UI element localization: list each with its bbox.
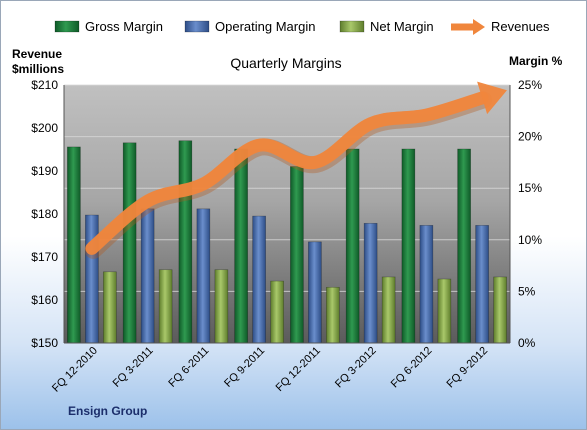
bar-net-margin xyxy=(270,280,284,344)
legend-swatch-net-margin xyxy=(339,20,365,33)
legend-label: Net Margin xyxy=(370,19,434,34)
bar-net-margin xyxy=(493,276,507,344)
revenue-arrowhead xyxy=(477,81,507,115)
y-left-tick-label: $170 xyxy=(31,250,58,264)
bar-net-margin xyxy=(326,286,340,344)
bar-gross-margin xyxy=(122,142,137,344)
y-right-tick-label: 10% xyxy=(518,233,542,247)
legend: Gross Margin Operating Margin Net Margin Re… xyxy=(54,19,550,35)
bar-gross-margin xyxy=(67,146,81,344)
y-right-tick-label: 20% xyxy=(518,130,542,144)
revenue-point xyxy=(259,145,260,146)
legend-label: Gross Margin xyxy=(85,19,163,34)
bar-operating-margin xyxy=(308,241,322,344)
bar-operating-margin xyxy=(140,208,155,344)
revenue-point xyxy=(426,115,427,116)
bar-net-margin xyxy=(103,271,117,344)
y-left-tick-label: $210 xyxy=(31,78,58,92)
legend-label: Operating Margin xyxy=(215,19,315,34)
bar-net-margin xyxy=(437,278,452,344)
legend-swatch-gross-margin xyxy=(54,20,80,33)
y-right-tick-label: 15% xyxy=(518,181,542,195)
bar-operating-margin xyxy=(196,208,211,344)
bars xyxy=(67,140,507,344)
y-left-tick-label: $160 xyxy=(31,293,58,307)
revenue-point xyxy=(147,201,148,202)
y-left-tick-label: $200 xyxy=(31,121,58,135)
y-right-axis-title: Margin % xyxy=(509,54,563,68)
y-right-tick-label: 5% xyxy=(518,284,536,298)
bar-operating-margin xyxy=(363,222,378,344)
revenue-point xyxy=(370,123,371,124)
legend-arrow-revenues xyxy=(473,19,485,35)
revenue-point xyxy=(203,183,204,184)
bar-gross-margin xyxy=(178,140,193,344)
company-label: Ensign Group xyxy=(68,404,147,418)
bar-gross-margin xyxy=(401,148,416,344)
chart-title: Quarterly Margins xyxy=(230,55,341,71)
bar-net-margin xyxy=(158,269,173,344)
y-left-tick-label: $150 xyxy=(31,336,58,350)
bar-operating-margin xyxy=(85,214,99,344)
revenue-line-group xyxy=(84,81,507,259)
y-right-tick-label: 25% xyxy=(518,78,542,92)
y-right-tick-label: 0% xyxy=(518,336,536,350)
y-left-tick-label: $180 xyxy=(31,207,58,221)
bar-operating-margin xyxy=(419,225,434,344)
revenue-point xyxy=(482,97,483,98)
legend-swatch-operating-margin xyxy=(184,20,210,33)
legend-label: Revenues xyxy=(491,19,550,34)
y-left-axis-title-line1: Revenue xyxy=(12,47,62,61)
bar-operating-margin xyxy=(252,215,266,344)
bar-gross-margin xyxy=(457,148,471,344)
bar-gross-margin xyxy=(345,148,360,344)
bar-net-margin xyxy=(381,276,396,344)
bar-gross-margin xyxy=(234,148,248,344)
revenue-point xyxy=(314,162,315,163)
revenue-line xyxy=(85,91,489,255)
bar-gross-margin xyxy=(290,166,304,344)
y-left-axis-title-line2: $millions xyxy=(12,62,64,76)
y-left-tick-label: $190 xyxy=(31,164,58,178)
revenue-point xyxy=(91,248,92,249)
bar-net-margin xyxy=(214,269,229,344)
bar-operating-margin xyxy=(475,225,489,344)
